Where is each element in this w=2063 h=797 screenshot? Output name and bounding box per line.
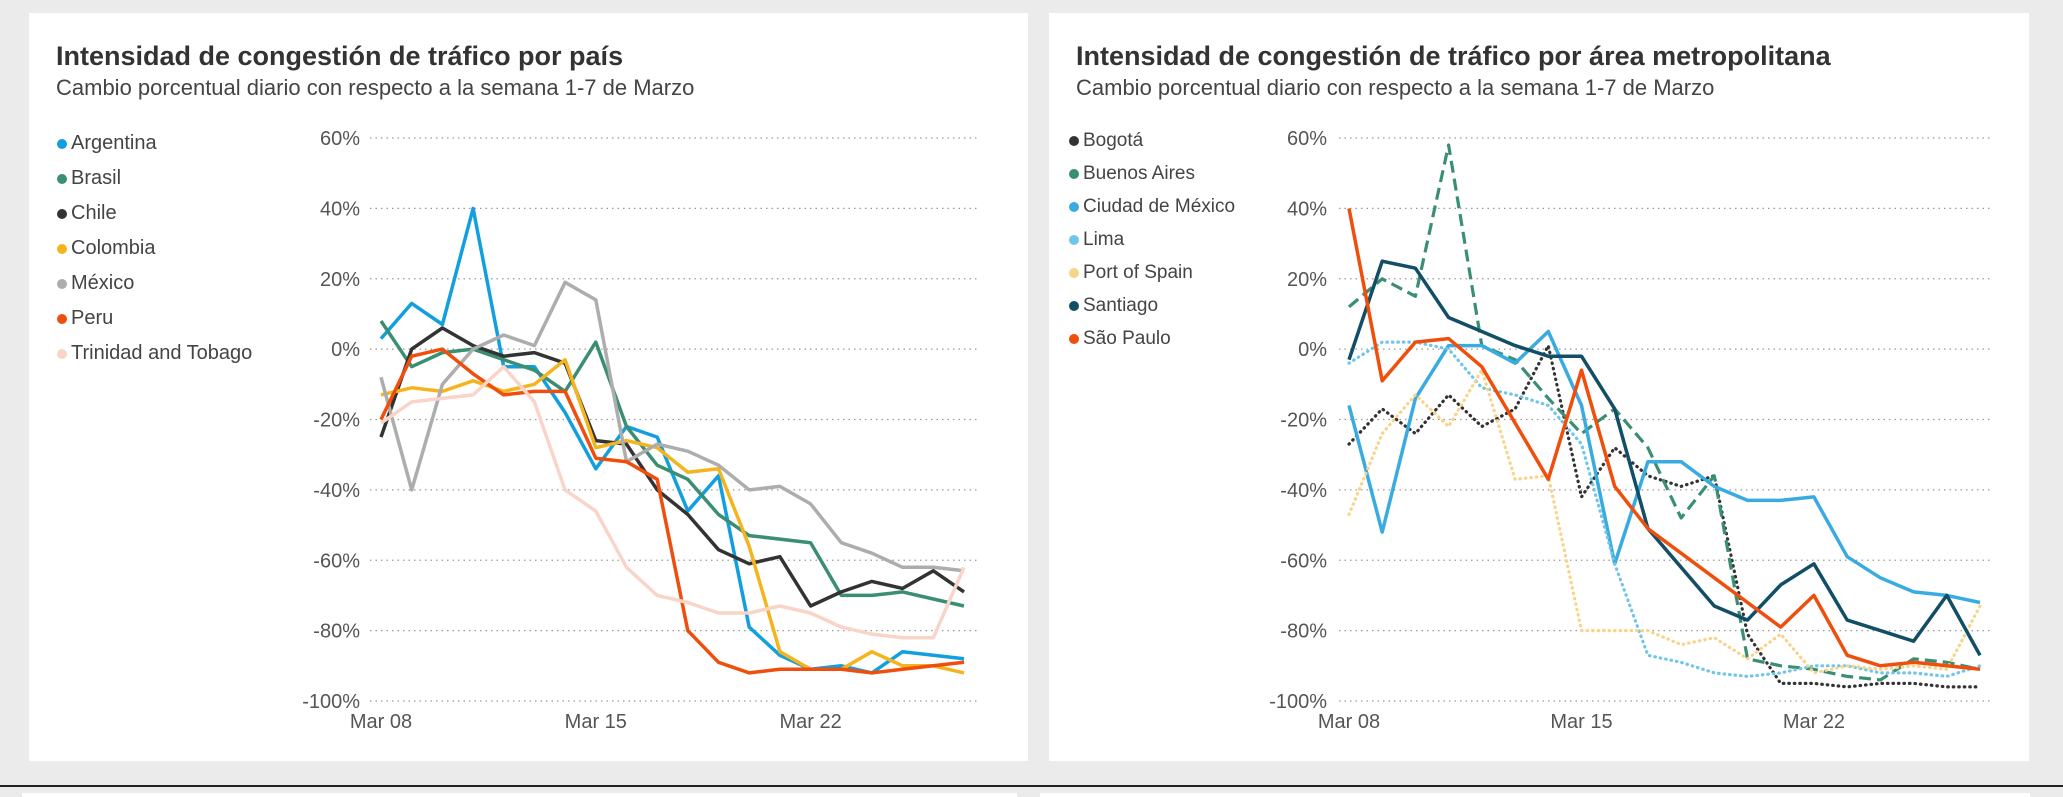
legend-dot-icon: [1069, 267, 1079, 278]
series-line-s-o-paulo: [1347, 208, 1981, 672]
chart-title: Intensidad de congestión de tráfico por …: [56, 41, 624, 71]
chart-subtitle: Cambio porcentual diario con respecto a …: [56, 75, 695, 100]
y-tick-label: -20%: [313, 410, 360, 432]
legend-label: Santiago: [1083, 294, 1159, 316]
legend-label: Bogotá: [1083, 129, 1144, 151]
legend-dot-icon: [57, 348, 67, 359]
legend-item[interactable]: Argentina: [57, 126, 252, 161]
legend-item[interactable]: Chile: [57, 196, 252, 231]
y-tick-label: 60%: [320, 128, 360, 150]
chart-title: Intensidad de congestión de tráfico por …: [1076, 41, 1831, 71]
legend-label: Brasil: [71, 167, 122, 189]
legend-item[interactable]: Santiago: [1069, 289, 1235, 322]
legend-dot-icon: [57, 208, 67, 219]
line-chart: 60% 40% 20% 0% -20% -40% -60% -80% -100%Mar 08 Ma…: [1269, 128, 1990, 733]
series-line-port-of-spain: [1347, 368, 1982, 675]
legend-label: Peru: [71, 307, 114, 329]
y-tick-label: 40%: [1287, 198, 1327, 220]
legend-item[interactable]: Buenos Aires: [1069, 157, 1235, 190]
legend-dot-icon: [57, 173, 67, 184]
legend-dot-icon: [57, 278, 67, 289]
line-chart: 60% 40% 20% 0% -20% -40% -60% -80% -100%Mar 08 Ma…: [302, 128, 978, 733]
y-tick-label: -100%: [1269, 691, 1327, 713]
legend-dot-icon: [1069, 201, 1079, 212]
legend-dot-icon: [57, 243, 67, 254]
y-tick-label: -80%: [313, 621, 360, 643]
legend-label: México: [71, 272, 135, 294]
x-tick-label: Mar 22: [1783, 711, 1845, 733]
series-line-colombia: [380, 357, 965, 675]
metro-chart-panel: Intensidad de congestión de tráfico por …: [1049, 13, 2029, 761]
legend-label: Port of Spain: [1083, 261, 1193, 283]
divider: [0, 785, 2063, 787]
legend: Bogotá Buenos Aires Ciudad de México Lima Po…: [1069, 124, 1235, 355]
x-tick-label: Mar 08: [350, 711, 412, 733]
x-tick-label: Mar 15: [565, 711, 627, 733]
legend-item[interactable]: São Paulo: [1069, 322, 1235, 355]
legend-label: Ciudad de México: [1083, 195, 1236, 217]
series-line-lima: [1347, 340, 1982, 679]
series-line-brasil: [379, 320, 965, 608]
y-tick-label: -60%: [1280, 550, 1327, 572]
legend-dot-icon: [1069, 333, 1079, 344]
legend-label: Colombia: [71, 237, 156, 259]
legend-label: Argentina: [71, 132, 157, 154]
y-tick-label: 60%: [1287, 128, 1327, 150]
legend-dot-icon: [1069, 234, 1079, 245]
legend-label: Buenos Aires: [1083, 162, 1195, 184]
y-tick-label: -40%: [1280, 480, 1327, 502]
y-tick-label: -80%: [1280, 621, 1327, 643]
legend-dot-icon: [57, 138, 67, 149]
legend-item[interactable]: Bogotá: [1069, 124, 1235, 157]
series-line-peru: [379, 347, 965, 675]
country-chart-panel: Intensidad de congestión de tráfico por …: [29, 13, 1028, 761]
y-tick-label: 20%: [320, 269, 360, 291]
legend-label: São Paulo: [1083, 327, 1171, 349]
legend-item[interactable]: Port of Spain: [1069, 256, 1235, 289]
legend-item[interactable]: Ciudad de México: [1069, 190, 1235, 223]
legend-label: Trinidad and Tobago: [71, 342, 253, 364]
series-line-ciudad-de-m-xico: [1347, 329, 1981, 605]
y-tick-label: 40%: [320, 198, 360, 220]
x-tick-label: Mar 08: [1318, 711, 1380, 733]
legend-dot-icon: [1069, 168, 1079, 179]
series-line-bogot-: [1347, 344, 1982, 689]
legend-dot-icon: [1069, 300, 1079, 311]
legend-dot-icon: [57, 313, 67, 324]
y-tick-label: 0%: [331, 339, 360, 361]
legend-item[interactable]: Peru: [57, 301, 252, 336]
y-tick-label: 0%: [1298, 339, 1327, 361]
y-tick-label: -100%: [302, 691, 360, 713]
y-tick-label: 20%: [1287, 269, 1327, 291]
x-tick-label: Mar 15: [1550, 711, 1612, 733]
legend-item[interactable]: Trinidad and Tobago: [57, 336, 252, 371]
next-panel-edge: [1040, 793, 2030, 797]
y-tick-label: -20%: [1280, 410, 1327, 432]
series-line-santiago: [1347, 259, 1982, 657]
series-line-argentina: [379, 206, 965, 675]
next-panel-edge: [22, 793, 1017, 797]
y-tick-label: -40%: [313, 480, 360, 502]
series-line-buenos-aires: [1347, 143, 1981, 682]
series-line-m-xico: [379, 280, 965, 573]
legend-label: Chile: [71, 202, 117, 224]
legend-item[interactable]: Lima: [1069, 223, 1235, 256]
legend-item[interactable]: Brasil: [57, 161, 252, 196]
legend-dot-icon: [1069, 135, 1079, 146]
y-tick-label: -60%: [313, 550, 360, 572]
chart-subtitle: Cambio porcentual diario con respecto a …: [1076, 75, 1715, 100]
legend-item[interactable]: Colombia: [57, 231, 252, 266]
x-tick-label: Mar 22: [779, 711, 841, 733]
legend-label: Lima: [1083, 228, 1125, 250]
legend: Argentina Brasil Chile Colombia México Peru Tr…: [57, 126, 252, 371]
series-line-trinidad-and-tobago: [380, 364, 966, 640]
legend-item[interactable]: México: [57, 266, 252, 301]
